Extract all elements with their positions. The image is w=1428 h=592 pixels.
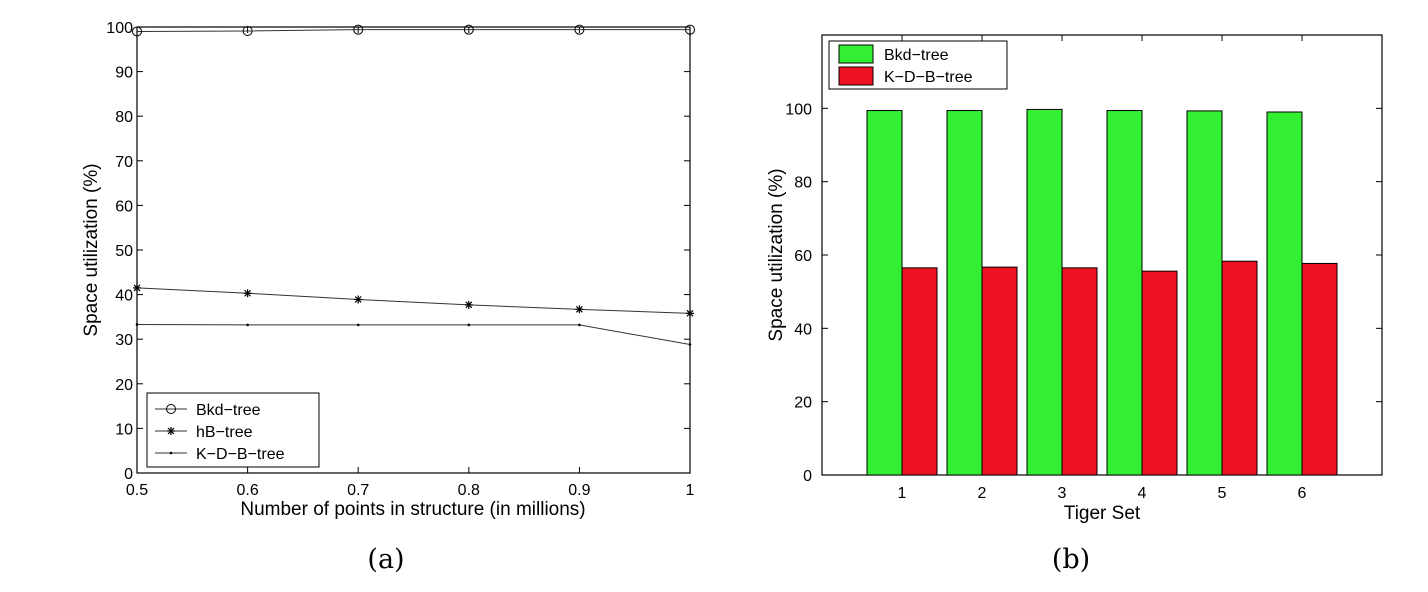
legend-box-a — [146, 392, 320, 468]
y-axis-label-a: Space utilization (%) — [81, 163, 102, 336]
bar-bkd-set-1 — [866, 110, 903, 476]
y-tick-label-a: 0 — [124, 466, 133, 483]
x-tick-label-b: 6 — [1298, 485, 1307, 502]
y-tick-label-a: 90 — [115, 65, 133, 82]
data-point-a-2 — [135, 323, 139, 326]
series-line-a-1 — [136, 287, 691, 314]
bars-b — [866, 108, 1338, 476]
y-tick-label-a: 40 — [115, 288, 133, 305]
bar-chart-panel-b: 0 20 40 60 80 100 1 2 3 4 5 6 Bkd−tree K−D−B−tree Ti… — [766, 34, 1383, 575]
data-point-a-2 — [467, 323, 471, 327]
data-point-a-2 — [246, 323, 249, 327]
data-point-a-1 — [575, 305, 584, 314]
data-point-a-1 — [243, 289, 252, 298]
data-point-a-2 — [688, 343, 692, 346]
legend-marker-a-2 — [169, 451, 173, 455]
data-point-a-0 — [353, 24, 364, 35]
caption-b: (b) — [1052, 544, 1090, 575]
data-point-a-1 — [354, 295, 363, 304]
legend-label-a-1: hB−tree — [196, 424, 253, 441]
legend-label-a-2: K−D−B−tree — [196, 446, 285, 463]
y-tick-label-a: 60 — [115, 198, 133, 215]
bar-bkd-set-5 — [1186, 110, 1223, 476]
y-tick-label-a: 100 — [106, 20, 133, 37]
data-point-a-1 — [133, 283, 141, 292]
y-axis-label-b: Space utilization (%) — [766, 168, 787, 341]
y-tick-label-a: 20 — [115, 377, 133, 394]
caption-a: (a) — [367, 544, 404, 575]
x-tick-label-a: 0.6 — [236, 482, 258, 499]
y-tick-label-a: 80 — [115, 109, 133, 126]
data-point-a-2 — [578, 323, 581, 327]
bar-bkd-set-4 — [1106, 110, 1143, 476]
x-tick-label-b: 3 — [1058, 485, 1067, 502]
x-tick-label-a: 0.5 — [126, 482, 148, 499]
data-point-a-0 — [685, 24, 695, 35]
x-tick-label-b: 5 — [1218, 485, 1227, 502]
x-tick-label-b: 2 — [978, 485, 987, 502]
legend-marker-a-0 — [166, 404, 176, 414]
series-line-a-0 — [136, 29, 690, 32]
y-tick-label-b: 0 — [803, 468, 812, 485]
legend-label-a-0: Bkd−tree — [196, 402, 261, 419]
bar-kdb-set-4 — [1141, 270, 1178, 476]
y-tick-label-a: 30 — [115, 332, 133, 349]
x-tick-label-b: 4 — [1138, 485, 1147, 502]
x-axis-label-b: Tiger Set — [1064, 503, 1141, 524]
bar-bkd-set-6 — [1266, 111, 1303, 476]
line-chart-panel-a: 0 10 20 30 40 50 60 70 80 90 100 0.5 0.6 0.7 0.8 0.9 1 B… — [81, 20, 695, 575]
x-tick-label-a: 0.7 — [347, 482, 369, 499]
bar-kdb-set-5 — [1221, 260, 1258, 476]
y-tick-label-a: 10 — [115, 421, 133, 438]
legend-marker-a-1 — [167, 427, 175, 435]
legend-swatch-b-1 — [838, 66, 874, 86]
axis-ticks-a: 0 10 20 30 40 50 60 70 80 90 100 0.5 0.6 0.7 0.8 0.9 1 — [106, 20, 694, 499]
data-point-a-0 — [132, 26, 142, 37]
bar-kdb-set-3 — [1061, 267, 1098, 476]
data-point-a-0 — [463, 24, 474, 35]
x-tick-label-b: 1 — [898, 485, 907, 502]
y-tick-label-b: 60 — [794, 248, 812, 265]
data-point-a-0 — [574, 24, 585, 35]
legend-b: Bkd−tree K−D−B−tree — [828, 40, 1008, 90]
data-point-a-0 — [242, 26, 253, 37]
y-tick-label-b: 20 — [794, 395, 812, 412]
series-lines-a — [136, 29, 691, 346]
y-tick-label-b: 100 — [785, 101, 812, 118]
y-tick-label-b: 40 — [794, 321, 812, 338]
data-point-a-2 — [356, 323, 360, 327]
bar-bkd-set-2 — [946, 110, 983, 476]
data-point-a-1 — [464, 300, 473, 309]
x-tick-label-a: 1 — [686, 482, 695, 499]
bar-kdb-set-6 — [1301, 262, 1338, 476]
legend-swatch-b-0 — [838, 44, 874, 64]
bar-kdb-set-2 — [981, 266, 1018, 476]
series-line-a-2 — [136, 323, 691, 346]
bar-kdb-set-1 — [901, 267, 938, 476]
series-markers-a — [132, 24, 695, 346]
y-tick-label-b: 80 — [794, 175, 812, 192]
data-point-a-1 — [686, 309, 694, 318]
y-tick-label-a: 70 — [115, 154, 133, 171]
y-tick-label-a: 50 — [115, 243, 133, 260]
legend-label-b-1: K−D−B−tree — [884, 69, 973, 86]
bar-bkd-set-3 — [1026, 108, 1063, 476]
legend-label-b-0: Bkd−tree — [884, 47, 949, 64]
x-tick-label-a: 0.9 — [568, 482, 590, 499]
legend-a: Bkd−tree hB−tree K−D−B−tree — [146, 392, 320, 468]
x-axis-label-a: Number of points in structure (in millio… — [240, 499, 585, 520]
x-tick-label-a: 0.8 — [458, 482, 480, 499]
